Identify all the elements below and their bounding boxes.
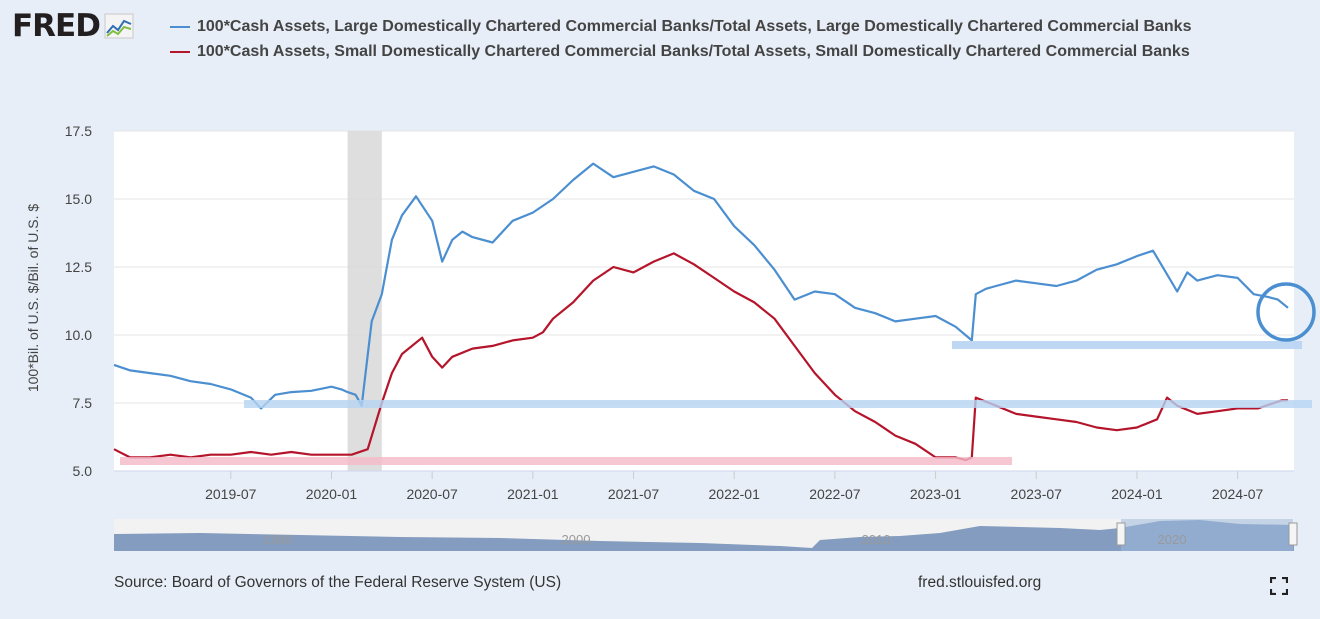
x-tick-label: 2021-07 [608, 486, 660, 502]
x-tick-label: 2024-01 [1111, 486, 1163, 502]
navigator-year-label: 2010 [862, 532, 891, 547]
annotation-highlight-circle [1256, 282, 1316, 342]
recession-shading [347, 131, 382, 471]
plot-background [114, 131, 1294, 471]
fred-logo-text: FRED [12, 8, 101, 44]
source-text: Source: Board of Governors of the Federa… [114, 574, 562, 591]
site-link[interactable]: fred.stlouisfed.org [918, 574, 1042, 591]
y-tick-label: 10.0 [65, 327, 92, 343]
navigator-year-label: 2000 [562, 532, 591, 547]
y-tick-label: 12.5 [65, 259, 92, 275]
y-tick-label: 15.0 [65, 191, 92, 207]
annotation-pink-band [120, 457, 1012, 465]
y-tick-label: 5.0 [73, 463, 93, 479]
legend-label-large-banks: 100*Cash Assets, Large Domestically Char… [197, 18, 1192, 35]
legend-swatch-large-banks [170, 26, 190, 28]
navigator-year-label: 2020 [1158, 532, 1187, 547]
series-line-large-banks[interactable] [113, 162, 1289, 410]
navigator-labels: 1990 2000 2010 2020 [264, 532, 1187, 547]
x-tick-label: 2022-07 [809, 486, 861, 502]
y-axis-label: 100*Bil. of U.S. $/Bil. of U.S. $ [25, 204, 41, 393]
series-layer [113, 162, 1289, 462]
y-tick-label: 7.5 [73, 395, 93, 411]
y-axis: 5.0 7.5 10.0 12.5 15.0 17.5 [65, 123, 92, 479]
x-tick-label: 2023-07 [1011, 486, 1063, 502]
navigator-handle-right[interactable] [1288, 522, 1298, 546]
navigator-selection[interactable] [1121, 519, 1293, 551]
legend-label-small-banks: 100*Cash Assets, Small Domestically Char… [197, 43, 1190, 60]
legend-item-large-banks[interactable]: 100*Cash Assets, Large Domestically Char… [170, 15, 1210, 38]
x-tick-label: 2023-01 [910, 486, 962, 502]
navigator-handle-left[interactable] [1116, 522, 1126, 546]
annotation-blue-band-2023 [952, 341, 1302, 349]
navigator-series-area [114, 520, 1294, 551]
x-axis: 2019-07 2020-01 2020-07 2021-01 2021-07 2022-… [114, 470, 1294, 502]
y-tick-label: 17.5 [65, 123, 92, 139]
x-tick-label: 2020-07 [406, 486, 458, 502]
fred-logo[interactable]: FRED [12, 8, 134, 44]
legend-item-small-banks[interactable]: 100*Cash Assets, Small Domestically Char… [170, 40, 1210, 63]
legend-swatch-small-banks [170, 51, 190, 53]
line-chart-icon [104, 13, 134, 39]
x-tick-label: 2022-01 [709, 486, 761, 502]
x-tick-label: 2024-07 [1212, 486, 1264, 502]
x-tick-label: 2020-01 [306, 486, 358, 502]
series-line-small-banks[interactable] [113, 252, 1288, 462]
chart-legend: 100*Cash Assets, Large Domestically Char… [170, 15, 1210, 65]
x-tick-label: 2019-07 [205, 486, 257, 502]
x-tick-label: 2021-01 [507, 486, 559, 502]
fullscreen-icon[interactable] [1270, 577, 1288, 595]
navigator-year-label: 1990 [264, 532, 293, 547]
annotation-blue-band-2019 [244, 400, 1312, 408]
